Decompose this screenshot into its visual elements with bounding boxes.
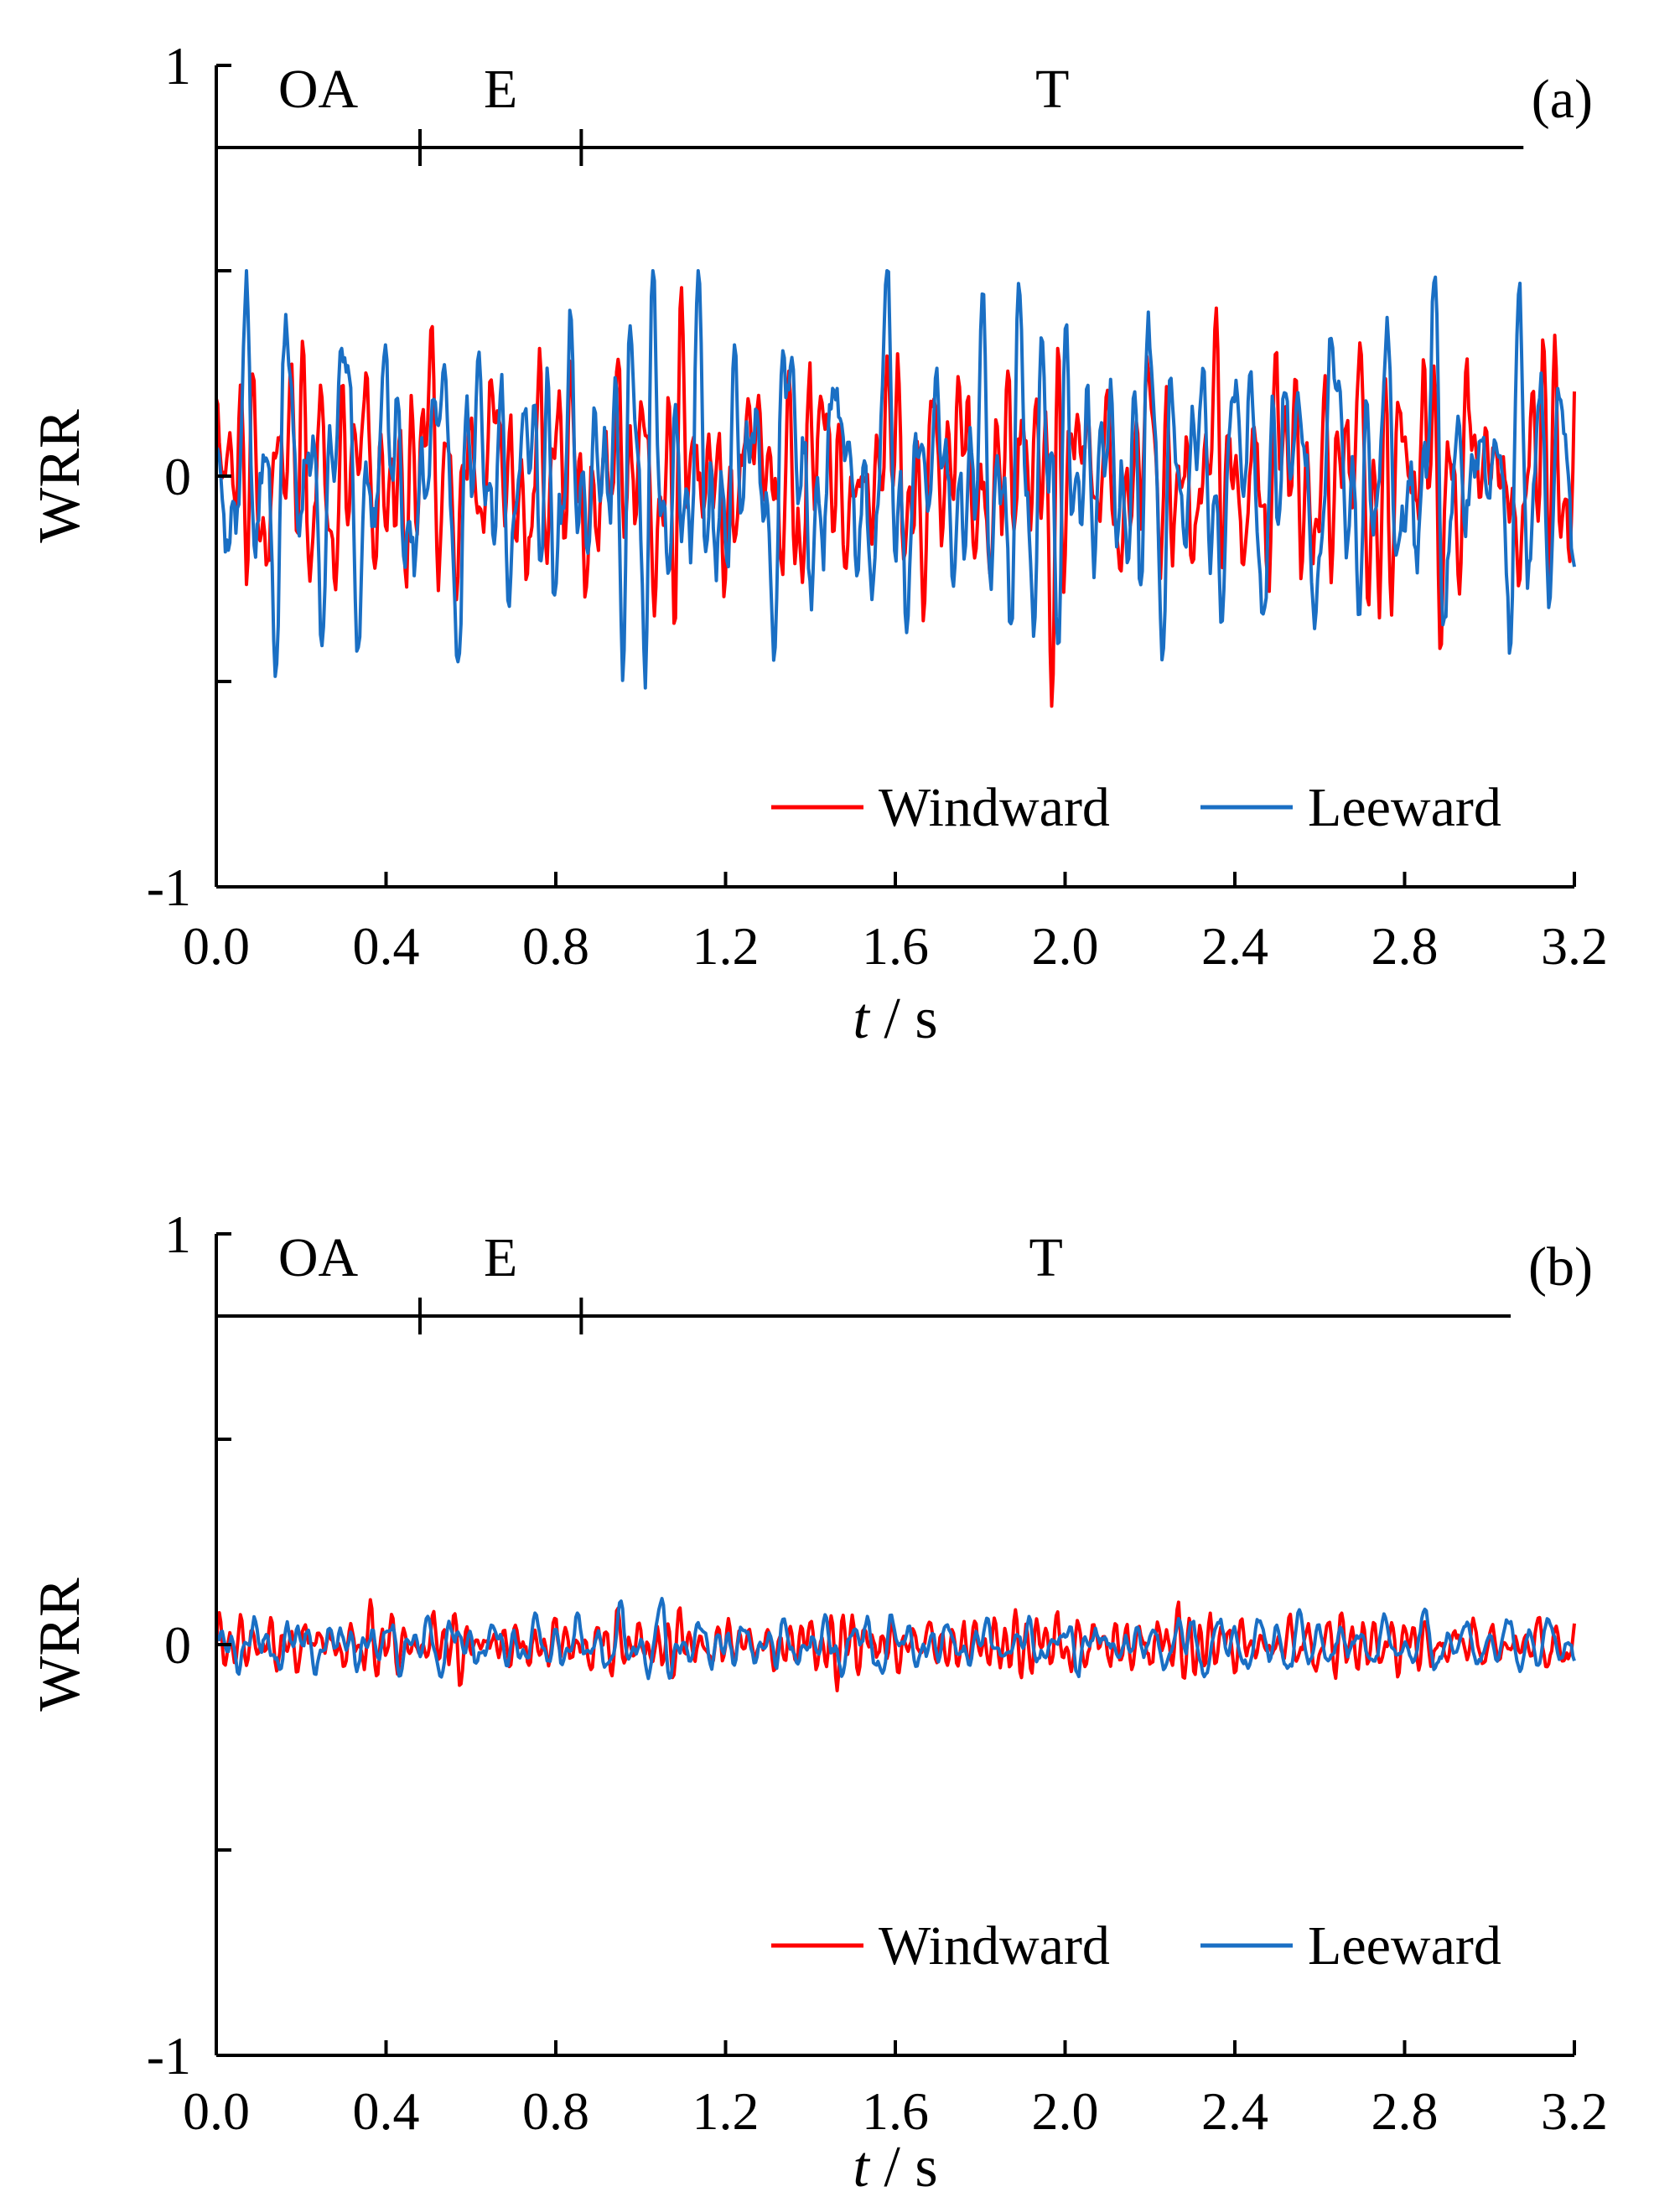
phase-label-oa: OA: [278, 59, 359, 120]
x-tick-label: 1.2: [692, 916, 760, 976]
legend-label-windward: Windward: [879, 777, 1110, 838]
x-tick-label: 1.6: [862, 916, 929, 976]
x-tick-label: 0.4: [353, 2081, 420, 2141]
x-tick-label: 1.6: [862, 2081, 929, 2141]
y-tick-label: -1: [147, 858, 191, 917]
x-axis-label-variable: t: [853, 987, 870, 1051]
x-axis-label-variable: t: [853, 2135, 870, 2197]
y-tick-label: 1: [164, 1205, 191, 1264]
phase-label-t: T: [1029, 1227, 1063, 1288]
panel-a: -1 0 1 0.0 0.4 0.8 1.2 1.6 2.0 2.4 2.8 3.2 t / s WRR O…: [28, 36, 1608, 1051]
phase-label-t: T: [1035, 59, 1069, 120]
x-tick-label: 0.8: [522, 2081, 589, 2141]
x-tick-label: 2.0: [1032, 2081, 1099, 2141]
x-tick-label: 3.2: [1541, 916, 1608, 976]
x-tick-label: 0.0: [183, 916, 250, 976]
y-tick-label: 1: [164, 36, 191, 96]
panel-b: -1 0 1 0.0 0.4 0.8 1.2 1.6 2.0 2.4 2.8 3.2 t / s WRR O…: [28, 1205, 1608, 2197]
x-tick-label: 2.8: [1371, 916, 1439, 976]
x-tick-label: 3.2: [1541, 2081, 1608, 2141]
phase-label-oa: OA: [278, 1227, 359, 1288]
x-axis-label-unit: / s: [869, 2135, 938, 2197]
legend-label-windward: Windward: [879, 1915, 1110, 1977]
x-axis-label-unit: / s: [869, 987, 938, 1051]
x-tick-label: 0.0: [183, 2081, 250, 2141]
phase-label-e: E: [484, 1227, 517, 1288]
y-axis-label: WRR: [28, 409, 92, 543]
series-line-leeward: [215, 269, 1576, 690]
x-tick-label: 1.2: [692, 2081, 760, 2141]
phase-label-e: E: [484, 59, 517, 120]
x-tick-label: 2.8: [1371, 2081, 1439, 2141]
x-tick-label: 0.8: [522, 916, 589, 976]
series-line-leeward: [215, 1597, 1576, 1681]
panel-label: (a): [1532, 69, 1593, 130]
series-line-windward: [215, 1598, 1576, 1692]
x-axis-label: t / s: [853, 2135, 937, 2197]
y-tick-label: 0: [164, 1615, 191, 1675]
y-tick-label: -1: [147, 2026, 191, 2086]
x-axis-label: t / s: [853, 987, 937, 1051]
x-tick-label: 2.4: [1201, 2081, 1268, 2141]
x-tick-label: 0.4: [353, 916, 420, 976]
legend-label-leeward: Leeward: [1308, 777, 1501, 838]
panel-label: (b): [1528, 1236, 1593, 1298]
y-tick-label: 0: [164, 447, 191, 506]
x-tick-label: 2.4: [1201, 916, 1268, 976]
series-line-windward: [215, 286, 1576, 708]
y-axis-label: WRR: [28, 1578, 92, 1712]
legend-label-leeward: Leeward: [1308, 1915, 1501, 1977]
x-tick-label: 2.0: [1032, 916, 1099, 976]
